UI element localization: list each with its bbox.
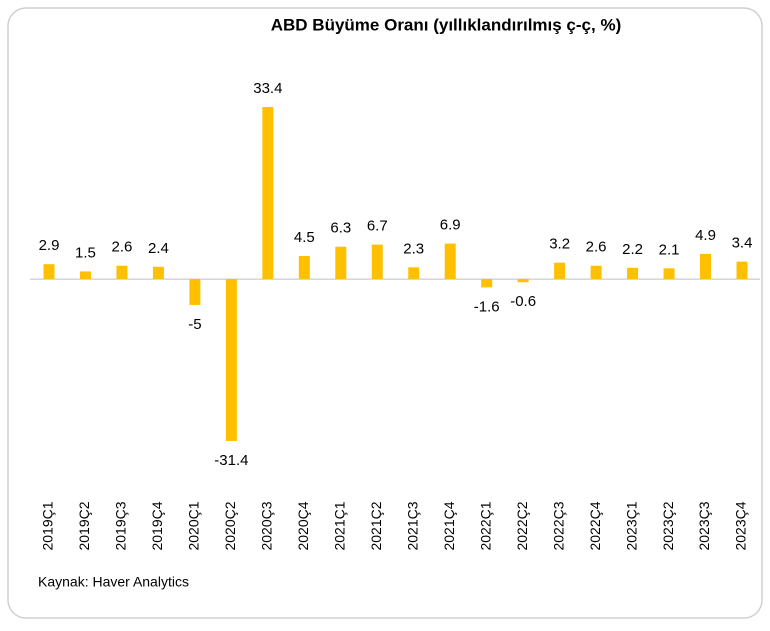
data-label: 3.2 — [549, 236, 570, 253]
data-label: 2.6 — [112, 239, 133, 256]
x-tick-label: 2019Ç2 — [76, 501, 92, 550]
bar — [116, 265, 128, 280]
bar — [371, 244, 383, 280]
data-label: 2.4 — [148, 240, 169, 257]
data-label: 1.5 — [75, 244, 96, 261]
bar — [189, 279, 201, 305]
x-tick-label: 2019Ç3 — [113, 501, 129, 550]
data-label: -5 — [188, 316, 201, 333]
x-tick-label: 2021Ç2 — [368, 501, 384, 550]
source-note: Kaynak: Haver Analytics — [38, 574, 189, 590]
bar — [590, 265, 602, 280]
bar — [43, 264, 55, 280]
data-label: 2.6 — [586, 239, 607, 256]
data-label: 2.1 — [659, 241, 680, 258]
data-label: -0.6 — [510, 293, 536, 310]
data-label: 2.3 — [403, 240, 424, 257]
bar — [262, 107, 274, 280]
bar — [225, 279, 237, 441]
x-tick-label: 2023Ç3 — [696, 501, 712, 550]
x-tick-label: 2022Ç3 — [550, 501, 566, 550]
x-tick-label: 2021Ç1 — [331, 501, 347, 550]
data-label: 6.7 — [367, 218, 388, 235]
x-tick-label: 2021Ç4 — [441, 501, 457, 550]
bar — [79, 271, 91, 280]
bar — [481, 279, 493, 288]
bar — [736, 261, 748, 280]
data-label: 2.9 — [39, 237, 60, 254]
x-tick-label: 2022Ç4 — [587, 501, 603, 550]
x-tick-label: 2019Ç4 — [149, 501, 165, 550]
x-tick-label: 2022Ç2 — [514, 501, 530, 550]
x-tick-label: 2020Ç4 — [295, 501, 311, 550]
bar — [663, 268, 675, 280]
data-label: 2.2 — [622, 241, 643, 258]
data-label: -31.4 — [214, 452, 248, 469]
bar — [444, 243, 456, 280]
data-label: 6.3 — [330, 220, 351, 237]
bar — [152, 266, 164, 280]
data-label: 6.9 — [440, 217, 461, 234]
x-tick-label: 2023Ç2 — [660, 501, 676, 550]
x-tick-label: 2022Ç1 — [477, 501, 493, 550]
bar — [627, 267, 639, 280]
x-tick-label: 2021Ç3 — [404, 501, 420, 550]
bar — [700, 253, 712, 280]
data-label: 4.9 — [695, 227, 716, 244]
x-tick-label: 2020Ç1 — [186, 501, 202, 550]
x-tick-label: 2020Ç3 — [259, 501, 275, 550]
x-tick-label: 2023Ç4 — [733, 501, 749, 550]
x-tick-label: 2019Ç1 — [40, 501, 56, 550]
data-label: 4.5 — [294, 229, 315, 246]
bar — [335, 246, 347, 280]
data-label: 3.4 — [732, 235, 753, 252]
bar — [298, 255, 310, 280]
data-label: -1.6 — [474, 298, 500, 315]
chart-title: ABD Büyüme Oranı (yıllıklandırılmış ç-ç,… — [271, 15, 621, 34]
x-tick-label: 2020Ç2 — [222, 501, 238, 550]
bar — [554, 262, 566, 280]
bar — [517, 279, 529, 283]
bar — [408, 267, 420, 280]
data-label: 33.4 — [253, 80, 282, 97]
chart-frame — [7, 7, 763, 619]
x-tick-label: 2023Ç1 — [623, 501, 639, 550]
